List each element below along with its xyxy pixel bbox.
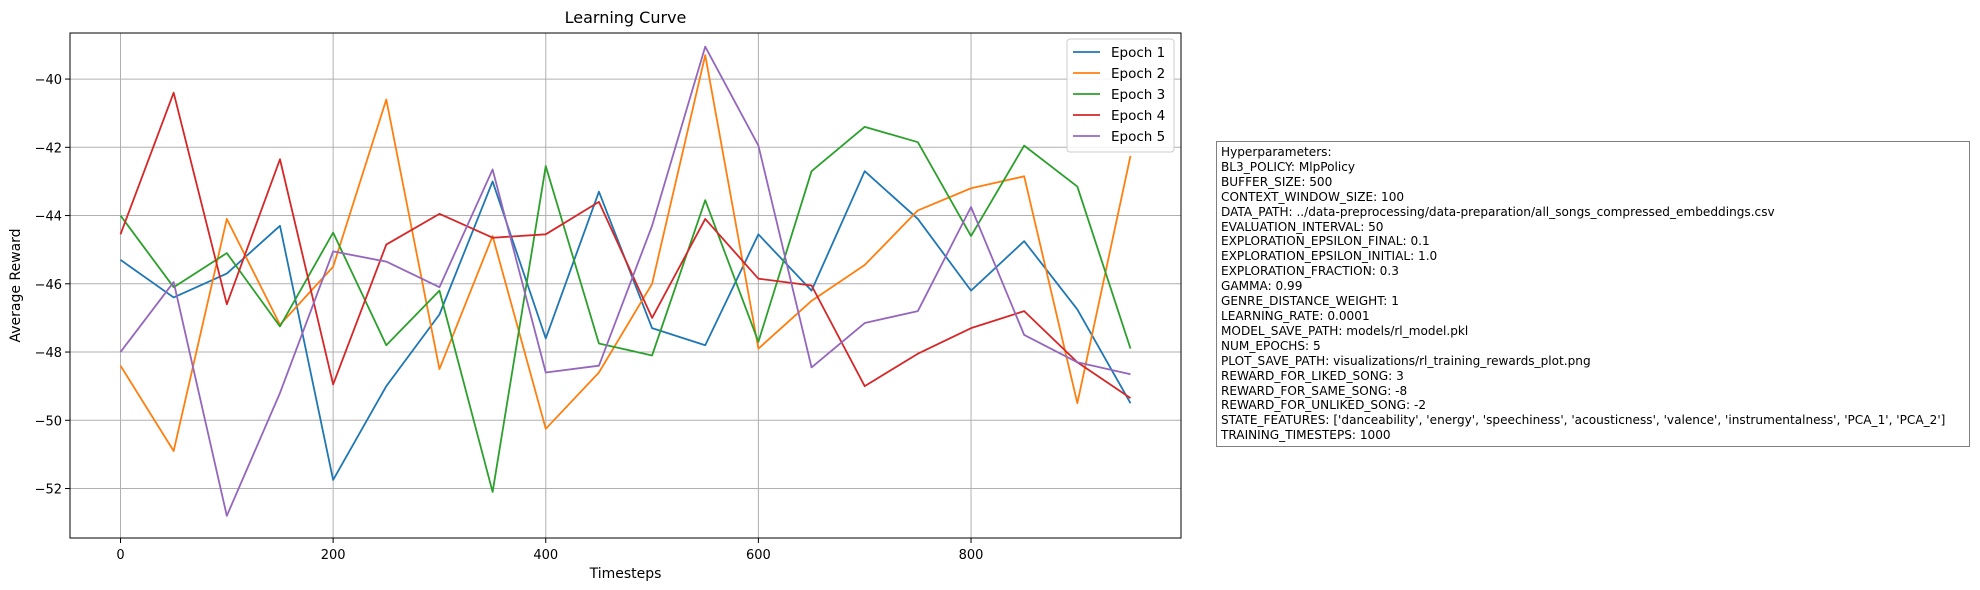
legend-label: Epoch 2 — [1111, 66, 1165, 82]
hyperparameter-line: PLOT_SAVE_PATH: visualizations/rl_traini… — [1221, 353, 1591, 368]
y-tick-label: −52 — [35, 483, 62, 498]
x-tick-label: 600 — [746, 548, 771, 563]
y-tick-label: −42 — [35, 141, 62, 156]
axis-ticks: 0 200 400 600 800 −52 −50 −48 −46 −44 −42 −40 — [35, 73, 984, 563]
y-tick-label: −48 — [35, 346, 62, 361]
x-axis-label: Timesteps — [589, 566, 662, 582]
series-line-epoch-2 — [119, 54, 1132, 452]
hyperparameter-line: LEARNING_RATE: 0.0001 — [1221, 308, 1370, 323]
x-tick-label: 400 — [533, 548, 558, 563]
hyperparameter-line: NUM_EPOCHS: 5 — [1221, 338, 1321, 353]
legend-label: Epoch 5 — [1111, 129, 1165, 145]
legend-label: Epoch 1 — [1111, 45, 1165, 61]
legend: Epoch 1 Epoch 2 Epoch 3 Epoch 4 Epoch 5 — [1066, 38, 1175, 153]
legend-label: Epoch 3 — [1111, 87, 1165, 103]
legend-label: Epoch 4 — [1111, 108, 1165, 124]
hyperparameter-line: BUFFER_SIZE: 500 — [1221, 174, 1333, 189]
x-tick-label: 200 — [321, 548, 346, 563]
hyperparameter-line: EVALUATION_INTERVAL: 50 — [1221, 219, 1384, 234]
series-line-epoch-5 — [119, 45, 1131, 517]
y-tick-label: −46 — [35, 278, 62, 293]
hyperparameter-line: REWARD_FOR_UNLIKED_SONG: -2 — [1221, 398, 1427, 413]
hyperparameters-list: BL3_POLICY: MlpPolicy BUFFER_SIZE: 500 CON… — [1221, 160, 1965, 443]
hyperparameter-line: CONTEXT_WINDOW_SIZE: 100 — [1221, 189, 1405, 204]
x-tick-label: 0 — [116, 548, 124, 563]
hyperparameter-line: EXPLORATION_EPSILON_FINAL: 0.1 — [1221, 234, 1430, 249]
hyperparameter-line: BL3_POLICY: MlpPolicy — [1221, 159, 1356, 174]
hyperparameters-box: Hyperparameters: BL3_POLICY: MlpPolicy BU… — [1216, 141, 1970, 447]
x-tick-label: 800 — [959, 548, 984, 563]
plot-frame — [69, 32, 1182, 539]
series-lines — [119, 45, 1132, 517]
hyperparameter-line: EXPLORATION_EPSILON_INITIAL: 1.0 — [1221, 249, 1438, 264]
legend-box — [1066, 38, 1175, 153]
hyperparameter-line: GAMMA: 0.99 — [1221, 279, 1303, 294]
grid — [70, 33, 1181, 538]
hyperparameter-line: DATA_PATH: ../data-preprocessing/data-pr… — [1221, 204, 1775, 219]
series-line-epoch-4 — [119, 91, 1132, 399]
hyperparameter-line: STATE_FEATURES: ['danceability', 'energy… — [1221, 413, 1946, 428]
hyperparameter-line: REWARD_FOR_LIKED_SONG: 3 — [1221, 368, 1404, 383]
y-axis-label: Average Reward — [8, 228, 24, 342]
hyperparameter-line: EXPLORATION_FRACTION: 0.3 — [1221, 264, 1399, 279]
series-line-epoch-3 — [119, 125, 1132, 493]
hyperparameter-line: REWARD_FOR_SAME_SONG: -8 — [1221, 383, 1408, 398]
hyperparameters-heading: Hyperparameters: — [1221, 145, 1332, 159]
hyperparameter-line: GENRE_DISTANCE_WEIGHT: 1 — [1221, 294, 1399, 309]
hyperparameter-line: TRAINING_TIMESTEPS: 1000 — [1221, 428, 1391, 443]
y-tick-label: −40 — [35, 73, 62, 88]
y-tick-label: −44 — [35, 210, 62, 225]
hyperparameter-line: MODEL_SAVE_PATH: models/rl_model.pkl — [1221, 323, 1469, 338]
chart-title: Learning Curve — [565, 8, 687, 27]
y-tick-label: −50 — [35, 414, 62, 429]
